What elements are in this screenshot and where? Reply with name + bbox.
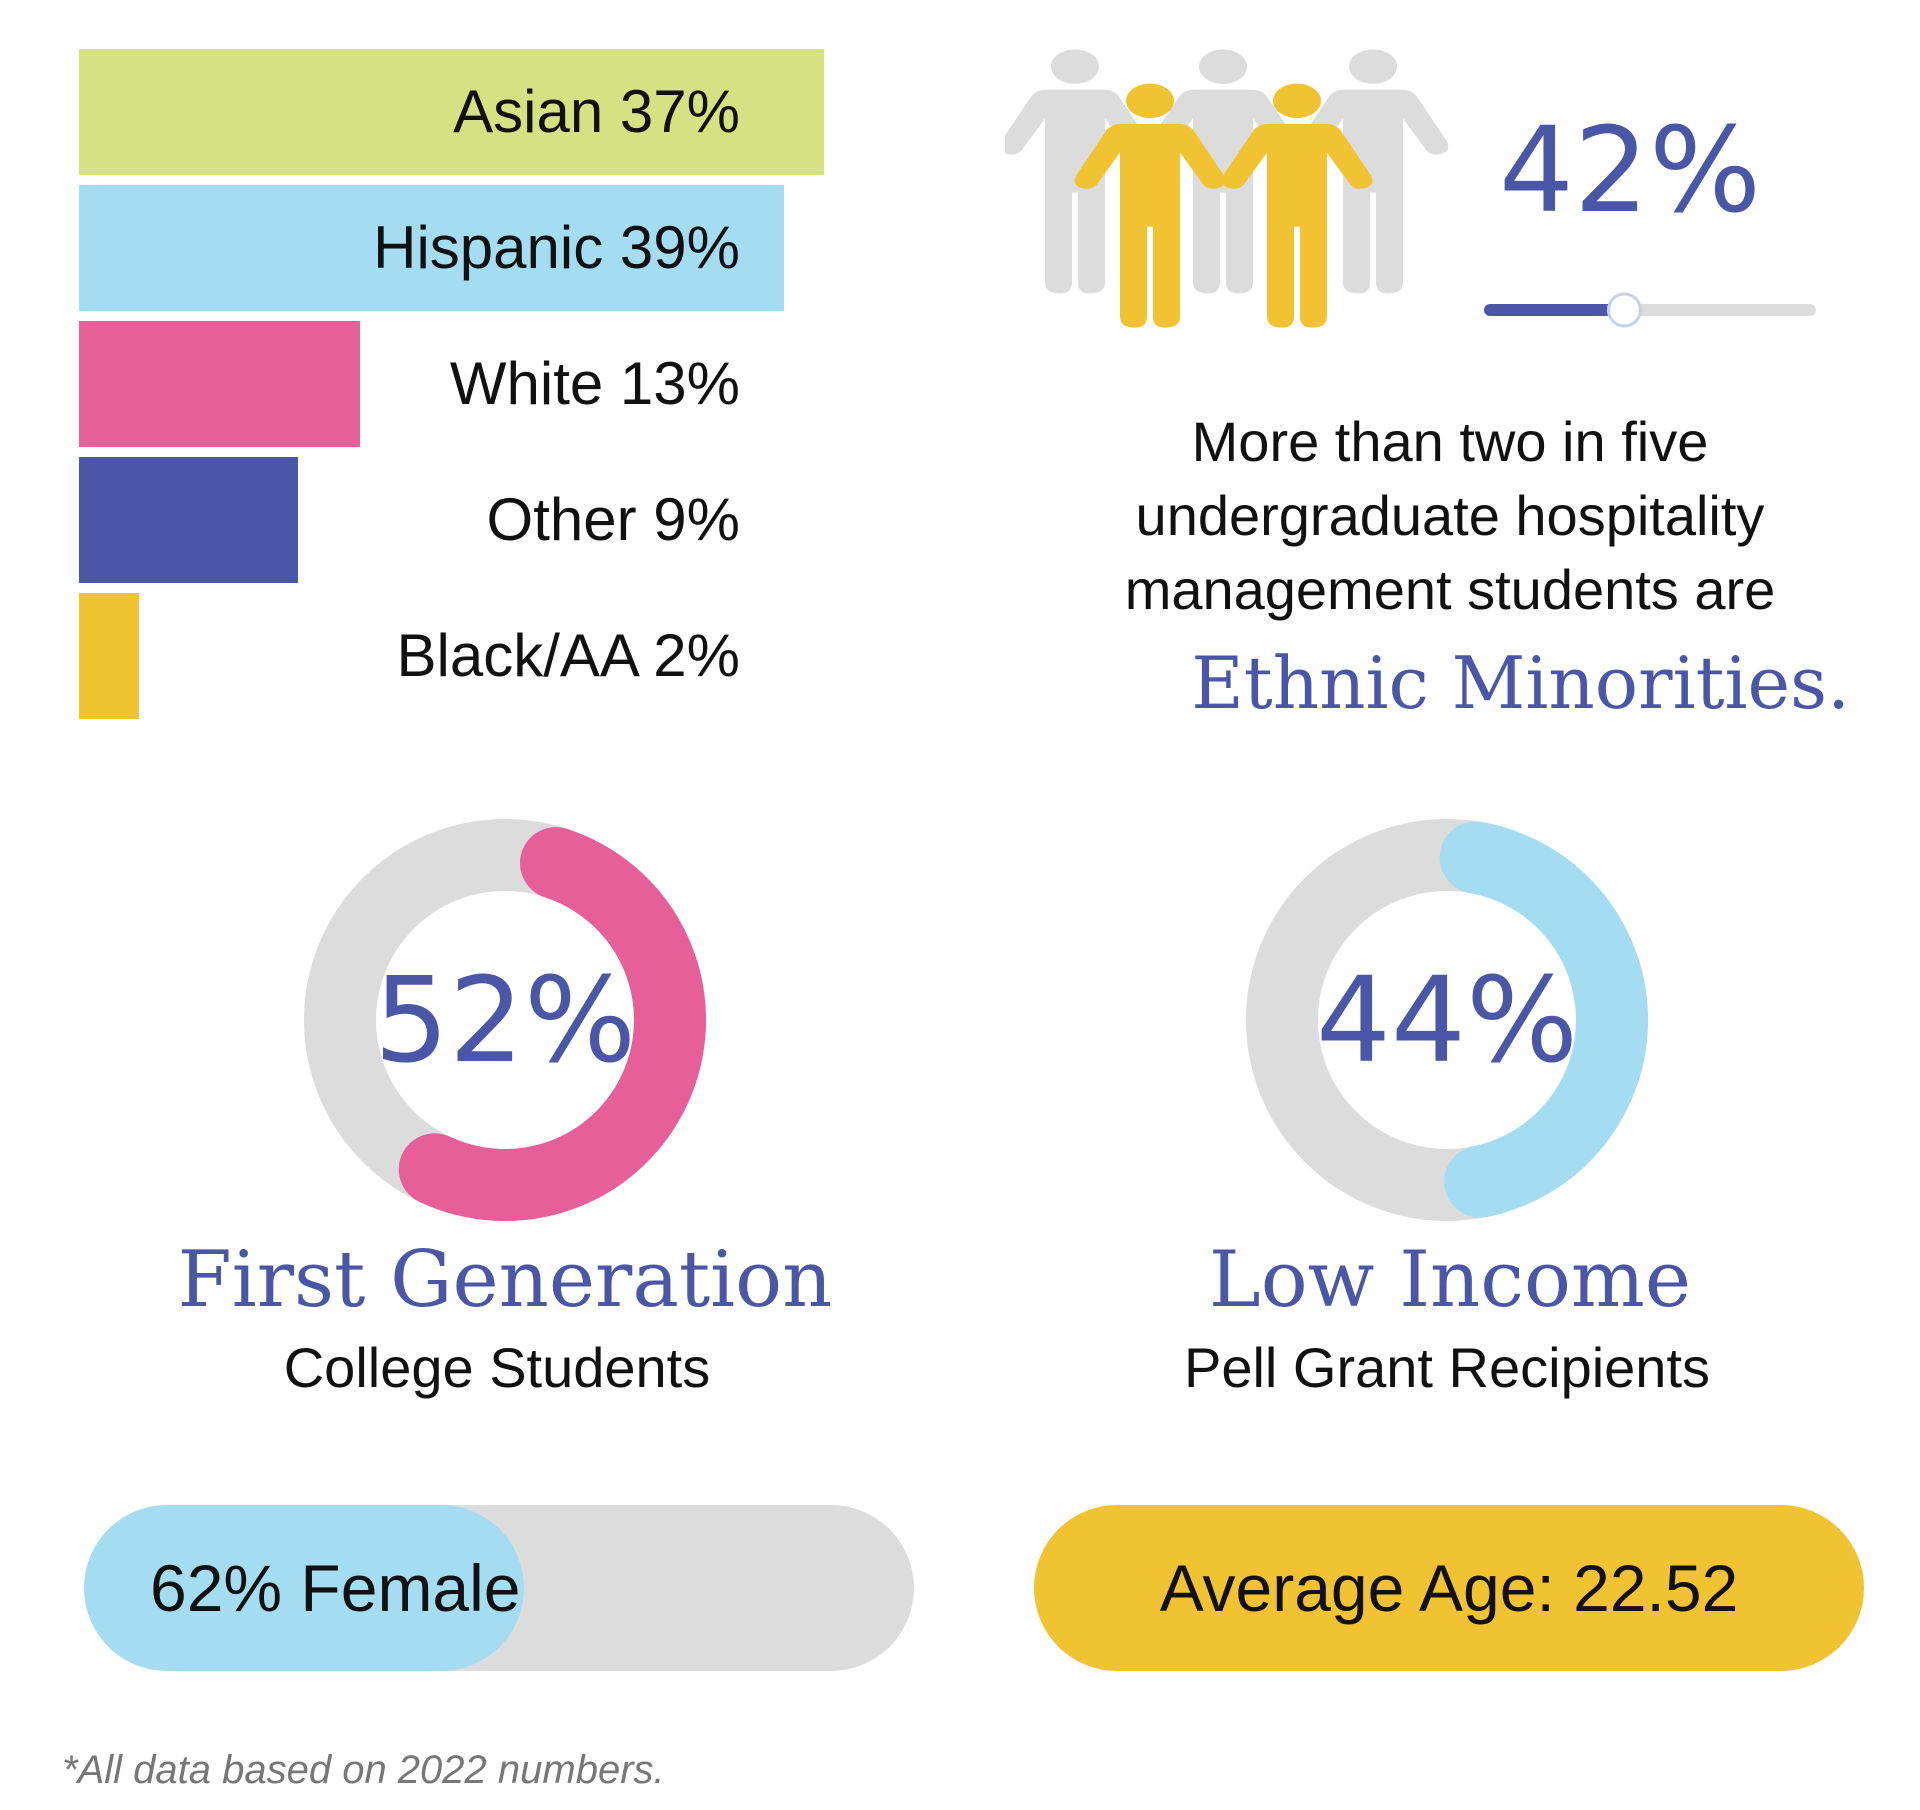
low-income-subtitle: Pell Grant Recipients xyxy=(1183,1336,1710,1399)
age-label: Average Age: 22.52 xyxy=(1159,1551,1739,1625)
first-gen-donut xyxy=(304,819,706,1221)
minority-gauge xyxy=(1484,292,1816,328)
minority-percent: 42% xyxy=(1498,101,1762,239)
minority-line-3: management students are xyxy=(1124,558,1776,621)
minority-accent: Ethnic Minorities. xyxy=(1191,641,1850,725)
first-gen-title: First Generation xyxy=(177,1235,833,1325)
low-income-title: Low Income xyxy=(1208,1235,1692,1325)
donut-arc xyxy=(398,827,706,1221)
ethnicity-label-asian: Asian 37% xyxy=(453,78,740,145)
ethnicity-label-other: Other 9% xyxy=(486,486,740,553)
footnote: *All data based on 2022 numbers. xyxy=(62,1748,665,1792)
ethnicity-label-black-aa: Black/AA 2% xyxy=(396,622,740,689)
ethnicity-bar-other xyxy=(79,457,298,583)
female-fill xyxy=(84,1505,524,1671)
ethnicity-label-hispanic: Hispanic 39% xyxy=(373,214,740,281)
ethnicity-bar-hispanic xyxy=(79,185,784,311)
ethnicity-bar-asian xyxy=(79,49,824,175)
age-pill xyxy=(1034,1505,1864,1671)
first-gen-subtitle: College Students xyxy=(283,1336,711,1399)
minority-description: More than two in five undergraduate hosp… xyxy=(1050,405,1850,627)
first-gen-value: 52% xyxy=(373,951,637,1089)
minority-line-1: More than two in five xyxy=(1191,410,1709,473)
minority-line-2: undergraduate hospitality xyxy=(1135,484,1765,547)
ethnicity-bar-white xyxy=(79,321,360,447)
ethnicity-bar-black-aa xyxy=(79,593,139,719)
low-income-value: 44% xyxy=(1315,951,1579,1089)
donut-arc xyxy=(1439,821,1648,1218)
low-income-donut xyxy=(1246,819,1648,1221)
gauge-knob xyxy=(1606,292,1642,328)
female-label: 62% Female xyxy=(150,1551,521,1625)
people-group-icon xyxy=(1005,49,1449,328)
ethnicity-label-white: White 13% xyxy=(449,350,740,417)
